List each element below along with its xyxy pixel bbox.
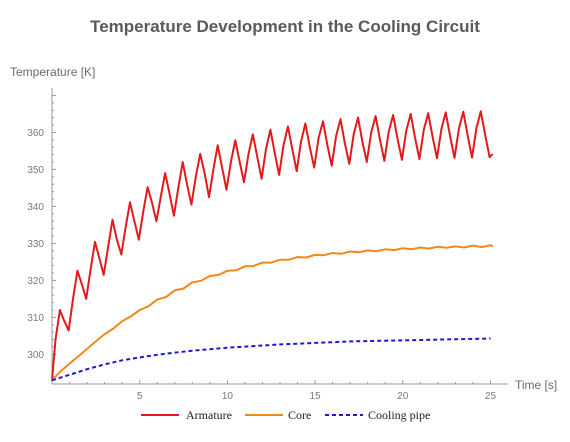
y-tick-label: 350 (27, 165, 44, 176)
x-tick-label: 10 (222, 391, 234, 402)
plot-area (51, 110, 494, 382)
x-tick-label: 25 (485, 391, 497, 402)
legend-label-armature: Armature (186, 408, 232, 422)
legend-label-core: Core (288, 408, 311, 422)
y-tick-label: 320 (27, 276, 44, 287)
y-tick-label: 300 (27, 350, 44, 361)
legend: Armature Core Cooling pipe (141, 408, 430, 422)
chart-title: Temperature Development in the Cooling C… (90, 17, 480, 36)
x-tick-label: 15 (310, 391, 322, 402)
axes: 5 10 15 20 25 300 310 320 330 340 350 360 (27, 88, 508, 402)
series-line-armature (51, 110, 494, 382)
x-tick-label: 5 (137, 391, 143, 402)
y-tick-label: 330 (27, 239, 44, 250)
legend-label-cooling-pipe: Cooling pipe (368, 408, 430, 422)
y-tick-label: 340 (27, 202, 44, 213)
x-tick-label: 20 (397, 391, 409, 402)
y-axis-label: Temperature [K] (10, 65, 95, 79)
y-tick-label: 310 (27, 313, 44, 324)
y-tick-label: 360 (27, 128, 44, 139)
x-axis-label: Time [s] (515, 378, 557, 392)
series-line-cooling-pipe (51, 337, 491, 382)
series-line-core (51, 244, 494, 382)
